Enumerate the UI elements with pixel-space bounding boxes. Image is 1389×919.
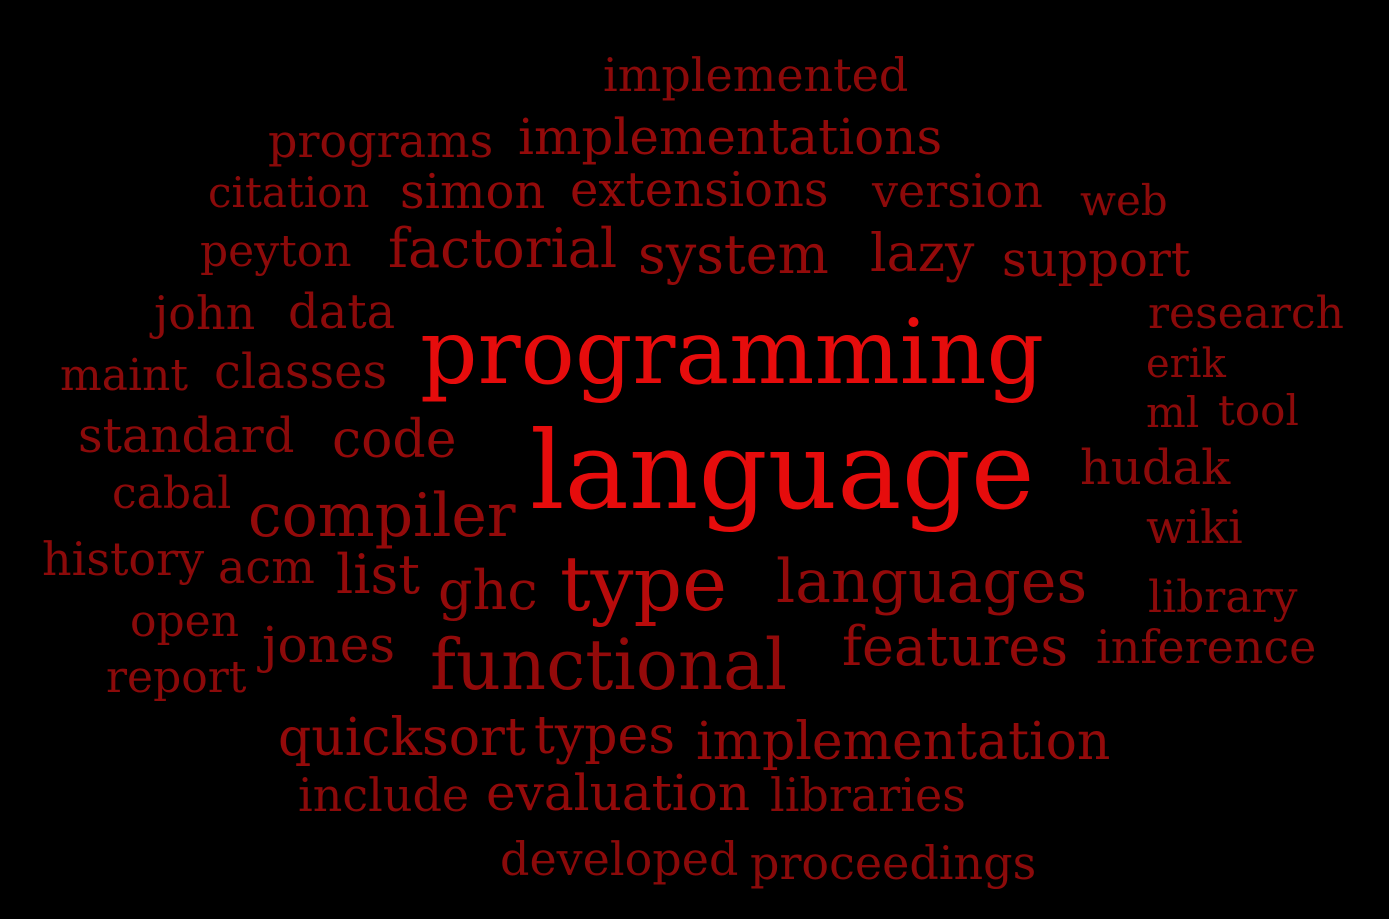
word-include: include (298, 768, 470, 822)
word-implementation: implementation (696, 712, 1111, 772)
word-maint: maint (60, 350, 189, 401)
word-citation: citation (208, 168, 370, 217)
word-report: report (106, 652, 247, 703)
word-libraries: libraries (770, 768, 966, 822)
word-ml: ml (1146, 388, 1200, 437)
word-version: version (872, 164, 1043, 218)
word-type: type (560, 539, 728, 628)
word-ghc: ghc (438, 559, 538, 622)
word-library: library (1148, 572, 1298, 623)
word-extensions: extensions (570, 162, 829, 218)
word-implementations: implementations (518, 108, 943, 166)
word-data: data (288, 284, 396, 340)
word-programming: programming (420, 300, 1045, 405)
word-compiler: compiler (248, 481, 516, 551)
word-list: list (336, 543, 420, 606)
word-quicksort: quicksort (278, 708, 526, 768)
word-proceedings: proceedings (750, 836, 1037, 890)
word-system: system (638, 223, 829, 286)
word-factorial: factorial (388, 217, 618, 280)
word-implemented: implemented (603, 48, 909, 102)
word-language: language (530, 409, 1035, 534)
word-web: web (1080, 176, 1168, 225)
word-history: history (42, 532, 205, 586)
word-hudak: hudak (1080, 440, 1231, 496)
word-standard: standard (78, 408, 295, 464)
word-support: support (1002, 232, 1191, 288)
word-open: open (130, 596, 240, 647)
word-inference: inference (1096, 620, 1317, 674)
word-jones: jones (262, 616, 396, 674)
word-john: john (154, 286, 256, 340)
word-types: types (534, 706, 676, 766)
word-classes: classes (214, 344, 388, 400)
word-developed: developed (500, 832, 739, 886)
word-wiki: wiki (1146, 500, 1243, 554)
word-peyton: peyton (200, 226, 352, 277)
word-research: research (1148, 288, 1344, 339)
word-programs: programs (268, 114, 494, 168)
word-evaluation: evaluation (486, 764, 751, 822)
word-erik: erik (1146, 341, 1226, 387)
word-code: code (332, 410, 457, 470)
word-simon: simon (400, 164, 546, 220)
word-languages: languages (776, 547, 1088, 617)
word-acm: acm (218, 540, 315, 594)
word-cabal: cabal (112, 468, 232, 519)
word-functional: functional (430, 624, 788, 706)
word-tool: tool (1218, 386, 1299, 435)
word-lazy: lazy (870, 224, 975, 284)
word-features: features (842, 615, 1069, 678)
